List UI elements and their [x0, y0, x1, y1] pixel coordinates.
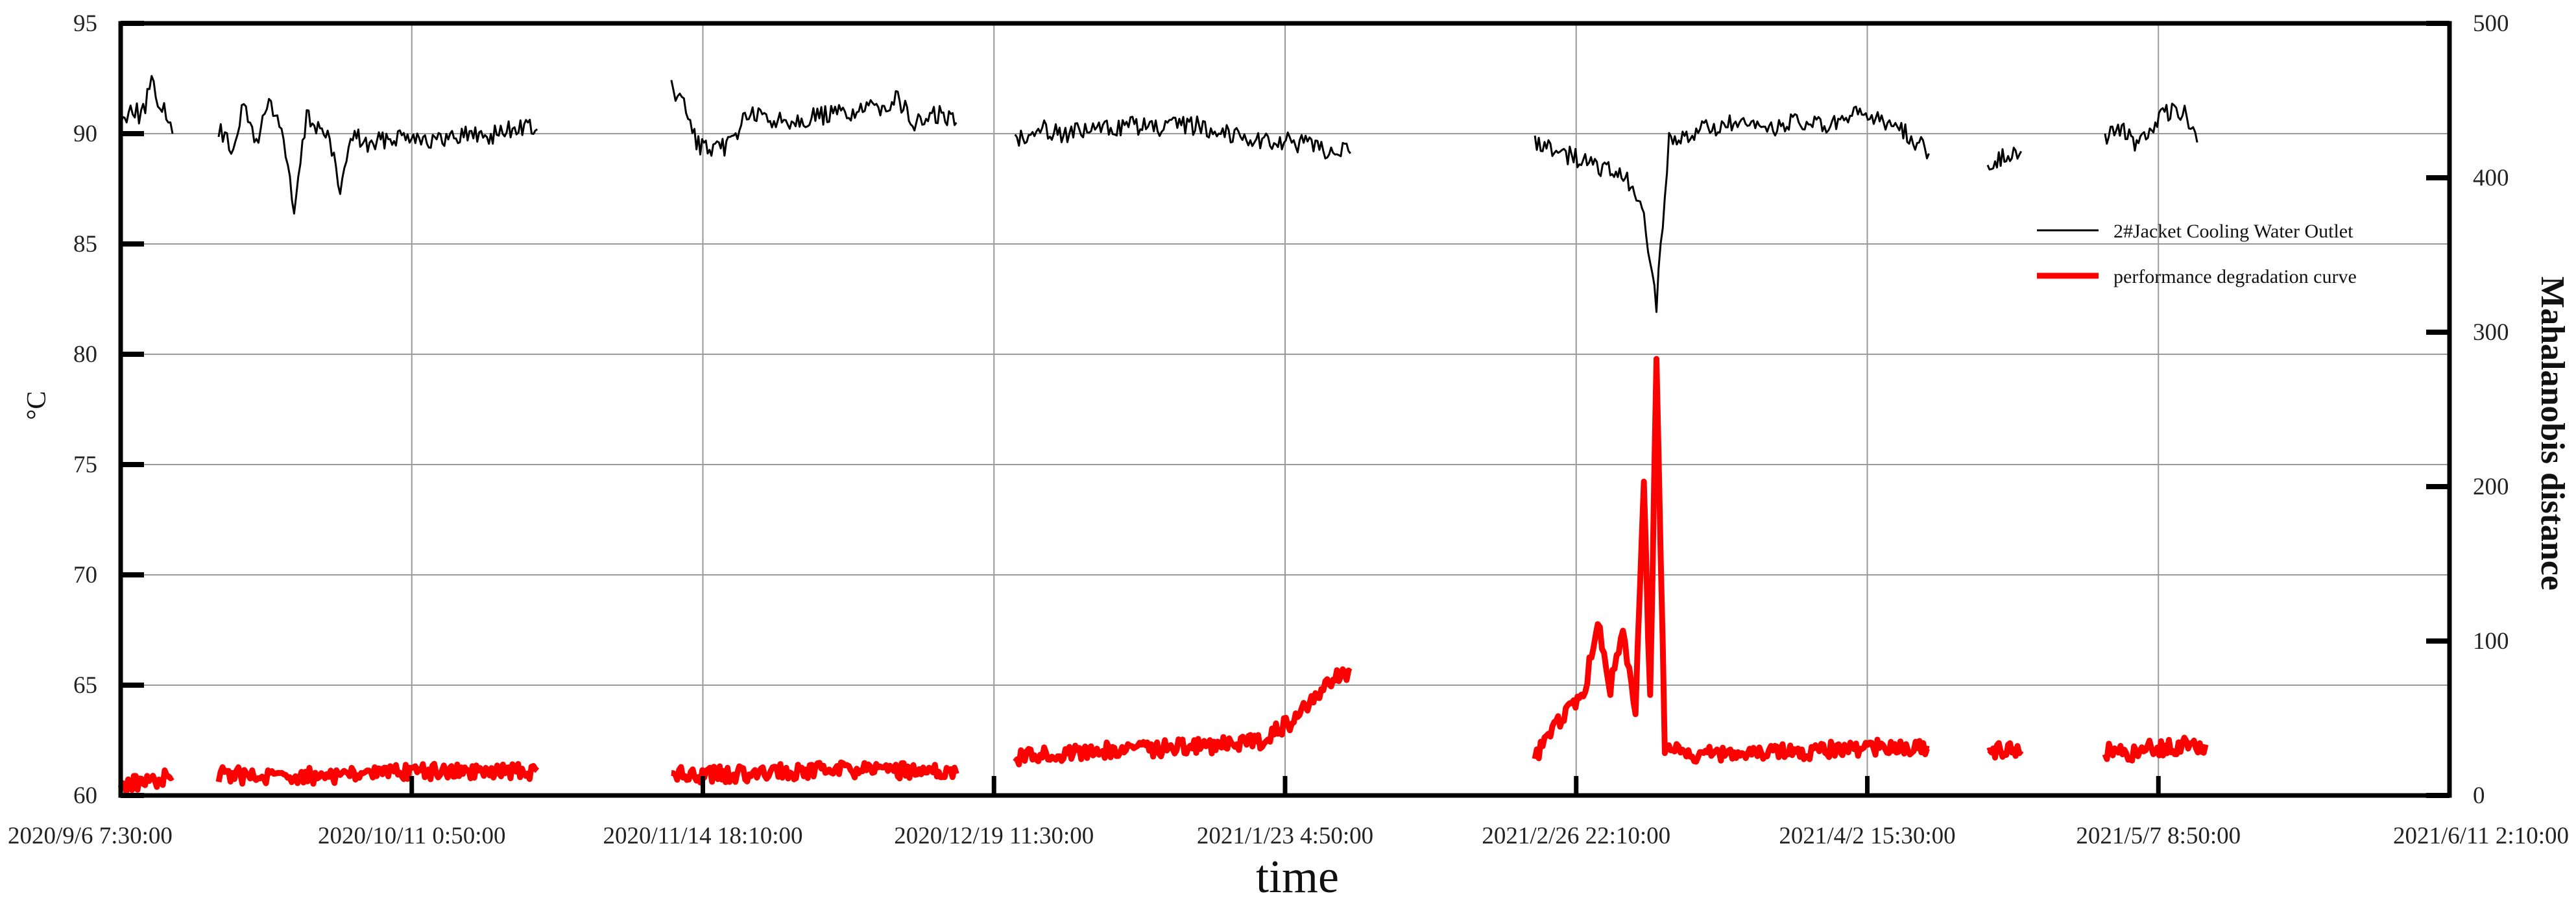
- left-tick-label: 65: [73, 672, 97, 699]
- left-axis-ticks: 60 65 70 75 80 85 90 95: [73, 10, 144, 809]
- series-line-2-jacket-cooling-water-outlet: [217, 98, 538, 215]
- right-axis-ticks: 0 100 200 300 400 500: [2426, 10, 2509, 809]
- x-tick-label: 2021/4/2 15:30:00: [1779, 823, 1955, 849]
- right-tick-label: 100: [2473, 628, 2509, 655]
- x-tick-label: 2020/10/11 0:50:00: [318, 823, 506, 849]
- series-line-performance-degradation-curve: [1986, 740, 2024, 761]
- series-line-2-jacket-cooling-water-outlet: [2104, 103, 2198, 152]
- left-tick-label: 90: [73, 121, 97, 147]
- right-tick-label: 500: [2473, 10, 2509, 37]
- x-tick-label: 2021/5/7 8:50:00: [2076, 823, 2241, 849]
- series-line-2-jacket-cooling-water-outlet: [1986, 147, 2023, 171]
- series-line-performance-degradation-curve: [2102, 734, 2209, 764]
- legend-label-jacket-cooling-water-outlet: 2#Jacket Cooling Water Outlet: [2113, 221, 2353, 242]
- left-tick-label: 85: [73, 231, 97, 258]
- series-jacket-cooling-water-outlet: [119, 75, 2198, 313]
- x-tick-label: 2021/6/11 2:10:00: [2393, 823, 2569, 849]
- x-tick-label: 2021/2/26 22:10:00: [1482, 823, 1670, 849]
- left-axis-title: °C: [22, 391, 52, 420]
- right-axis-title: Mahalanobis distance: [2534, 276, 2571, 590]
- left-tick-label: 70: [73, 562, 97, 588]
- legend: 2#Jacket Cooling Water Outlet performanc…: [2037, 221, 2357, 287]
- x-tick-label: 2020/12/19 11:30:00: [894, 823, 1094, 849]
- right-tick-label: 200: [2473, 474, 2509, 500]
- legend-label-performance-degradation-curve: performance degradation curve: [2113, 266, 2357, 287]
- series-line-2-jacket-cooling-water-outlet: [119, 75, 174, 134]
- series-line-2-jacket-cooling-water-outlet: [1534, 105, 1930, 313]
- grid-lines: [121, 23, 2450, 795]
- right-tick-label: 0: [2473, 782, 2485, 809]
- right-tick-label: 300: [2473, 319, 2509, 346]
- series-line-2-jacket-cooling-water-outlet: [670, 80, 957, 157]
- x-tick-label: 2020/9/6 7:30:00: [8, 823, 173, 849]
- x-tick-label: 2020/11/14 18:10:00: [603, 823, 803, 849]
- series-line-performance-degradation-curve: [670, 759, 959, 786]
- series-performance-degradation-curve: [117, 356, 2209, 795]
- series-line-2-jacket-cooling-water-outlet: [1014, 115, 1351, 160]
- series-line-performance-degradation-curve: [1532, 356, 1931, 765]
- left-tick-label: 60: [73, 782, 97, 809]
- series-line-performance-degradation-curve: [215, 760, 540, 787]
- right-tick-label: 400: [2473, 165, 2509, 191]
- x-tick-label: 2021/1/23 4:50:00: [1197, 823, 1373, 849]
- series-line-performance-degradation-curve: [1013, 666, 1353, 768]
- x-axis-ticks: 2020/9/6 7:30:00 2020/10/11 0:50:00 2020/1…: [8, 776, 2569, 849]
- series-line-performance-degradation-curve: [117, 767, 175, 795]
- x-axis-title: time: [1256, 851, 1339, 903]
- left-tick-label: 75: [73, 452, 97, 478]
- left-tick-label: 95: [73, 10, 97, 37]
- left-tick-label: 80: [73, 341, 97, 368]
